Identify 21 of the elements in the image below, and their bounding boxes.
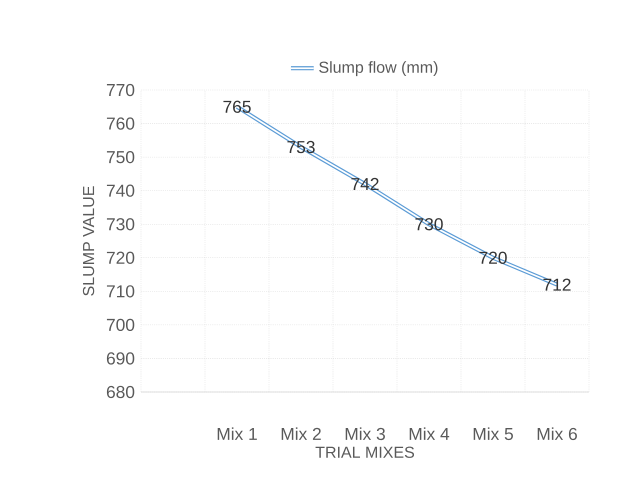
data-label: 712: [543, 278, 571, 291]
y-tick-label: 680: [106, 386, 134, 398]
y-tick-label: 760: [106, 117, 134, 130]
y-tick-label: 690: [106, 352, 134, 365]
x-tick-label: Mix 2: [282, 427, 321, 440]
x-tick-label: Mix 4: [410, 427, 450, 440]
y-tick-label: 700: [106, 318, 134, 332]
y-tick-label: 730: [106, 218, 134, 230]
x-tick-label: Mix 5: [474, 427, 513, 440]
x-axis-title: TRIAL MIXES: [316, 446, 414, 458]
y-tick-label: 740: [106, 184, 134, 197]
x-tick-label: Mix 1: [218, 427, 257, 440]
legend-label: Slump flow (mm): [319, 61, 438, 76]
y-tick-label: 770: [106, 84, 134, 96]
y-tick-label: 710: [106, 285, 134, 298]
y-tick-label: 750: [106, 150, 134, 164]
x-tick-label: Mix 6: [538, 427, 577, 440]
y-tick-label: 720: [106, 252, 134, 264]
x-tick-label: Mix 3: [346, 427, 385, 440]
y-axis-title: SLUMP VALUE: [82, 186, 94, 296]
data-label: 765: [223, 100, 251, 113]
